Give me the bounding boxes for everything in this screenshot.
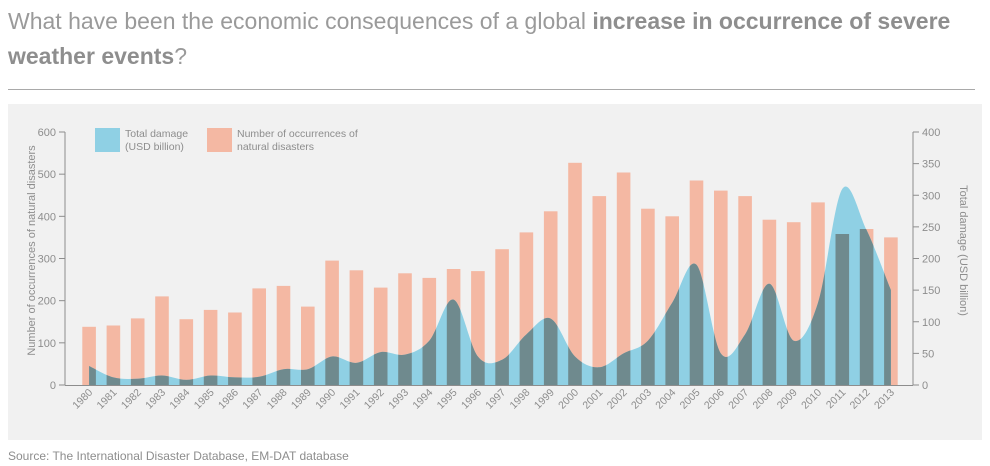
- x-tick-label: 2001: [580, 387, 605, 412]
- x-tick-label: 1982: [119, 387, 144, 412]
- chart-legend: Total damage(USD billion) Number of occur…: [95, 128, 358, 153]
- x-tick-label: 1980: [70, 387, 95, 412]
- legend-swatch-0: [95, 128, 120, 152]
- x-tick-label: 2003: [629, 387, 654, 412]
- x-tick-label: 1990: [313, 387, 338, 412]
- bar-2006: [714, 190, 728, 385]
- bar-1988: [276, 285, 291, 385]
- x-tick-label: 2007: [726, 387, 751, 412]
- x-tick-label: 2006: [702, 387, 727, 412]
- chart-axes: [59, 131, 919, 386]
- left-tick-label: 400: [38, 211, 56, 223]
- bar-1987: [252, 288, 266, 385]
- damage-area: [89, 186, 891, 385]
- x-tick-label: 2005: [678, 387, 703, 412]
- legend-swatch-1: [207, 128, 232, 152]
- right-tick-label: 150: [922, 285, 940, 297]
- left-tick-label: 300: [38, 254, 56, 266]
- left-tick-label: 500: [38, 169, 56, 181]
- right-axis-title: Total damage (USD billion): [957, 185, 969, 316]
- bar-2000: [568, 162, 582, 385]
- x-tick-label: 2008: [751, 387, 776, 412]
- left-tick-label: 600: [38, 127, 56, 139]
- x-tick-label: 2000: [556, 387, 581, 412]
- x-tick-label: 1985: [192, 387, 217, 412]
- x-tick-label: 1995: [435, 387, 460, 412]
- x-tick-label: 1992: [362, 387, 387, 412]
- x-tick-label: 1997: [483, 387, 508, 412]
- x-tick-label: 2010: [799, 387, 824, 412]
- x-tick-label: 1999: [532, 387, 557, 412]
- x-tick-label: 1984: [167, 387, 192, 412]
- x-tick-label: 2011: [824, 387, 849, 412]
- x-tick-label: 2013: [872, 387, 897, 412]
- legend-label-0: (USD billion): [125, 141, 184, 153]
- bar-1990: [325, 260, 339, 385]
- x-tick-label: 2002: [605, 387, 630, 412]
- title-part-2: ?: [174, 43, 187, 69]
- title-part-1: What have been the economic consequences…: [8, 8, 593, 34]
- right-tick-label: 350: [922, 159, 940, 171]
- bar-1989: [301, 306, 315, 385]
- x-tick-label: 1991: [338, 387, 363, 412]
- x-tick-label: 1981: [95, 387, 120, 412]
- bar-1984: [179, 319, 194, 385]
- page-title: What have been the economic consequences…: [8, 4, 983, 74]
- x-tick-label: 1993: [386, 387, 411, 412]
- title-emphasis: increase in occurrence of severe weather…: [8, 8, 951, 69]
- bar-1981: [106, 325, 121, 385]
- x-tick-label: 2004: [653, 387, 678, 412]
- disaster-chart: 0 100 200 300 400 500 600 0 50 100 150 200 250 300 350…: [26, 127, 969, 412]
- x-tick-label: 1983: [143, 387, 168, 412]
- x-tick-label: 2012: [848, 387, 873, 412]
- right-tick-label: 250: [922, 222, 940, 234]
- right-tick-label: 50: [922, 348, 934, 360]
- legend-label-0: Total damage: [125, 128, 188, 140]
- x-tick-label: 1988: [265, 387, 290, 412]
- x-tick-label: 1998: [508, 387, 533, 412]
- legend-label-1: natural disasters: [237, 141, 314, 153]
- legend-label-1: Number of occurrences of: [237, 128, 358, 140]
- right-tick-label: 0: [922, 380, 928, 392]
- x-tick-label: 1996: [459, 387, 484, 412]
- bar-1986: [228, 312, 242, 385]
- bar-1982: [130, 318, 145, 385]
- source-note: Source: The International Disaster Datab…: [8, 449, 349, 463]
- bar-1997: [495, 249, 509, 385]
- damage-overlap-fill: [89, 186, 891, 385]
- left-tick-label: 100: [38, 338, 56, 350]
- right-tick-label: 200: [922, 254, 940, 266]
- x-tick-label: 1986: [216, 387, 241, 412]
- right-tick-label: 300: [922, 190, 940, 202]
- title-divider: [8, 89, 975, 90]
- right-tick-label: 400: [922, 127, 940, 139]
- x-tick-label: 1987: [240, 387, 265, 412]
- x-tick-label: 1994: [410, 387, 435, 412]
- bar-1983: [155, 296, 169, 385]
- left-tick-label: 0: [50, 380, 56, 392]
- right-tick-label: 100: [922, 317, 940, 329]
- x-tick-label: 2009: [775, 387, 800, 412]
- bar-2002: [616, 172, 631, 385]
- left-tick-label: 200: [38, 296, 56, 308]
- x-tick-label: 1989: [289, 387, 314, 412]
- left-axis-title: Number of occurrences of natural disaste…: [26, 145, 38, 356]
- bar-1985: [203, 309, 218, 385]
- bar-2001: [592, 196, 607, 385]
- bar-1991: [349, 270, 364, 385]
